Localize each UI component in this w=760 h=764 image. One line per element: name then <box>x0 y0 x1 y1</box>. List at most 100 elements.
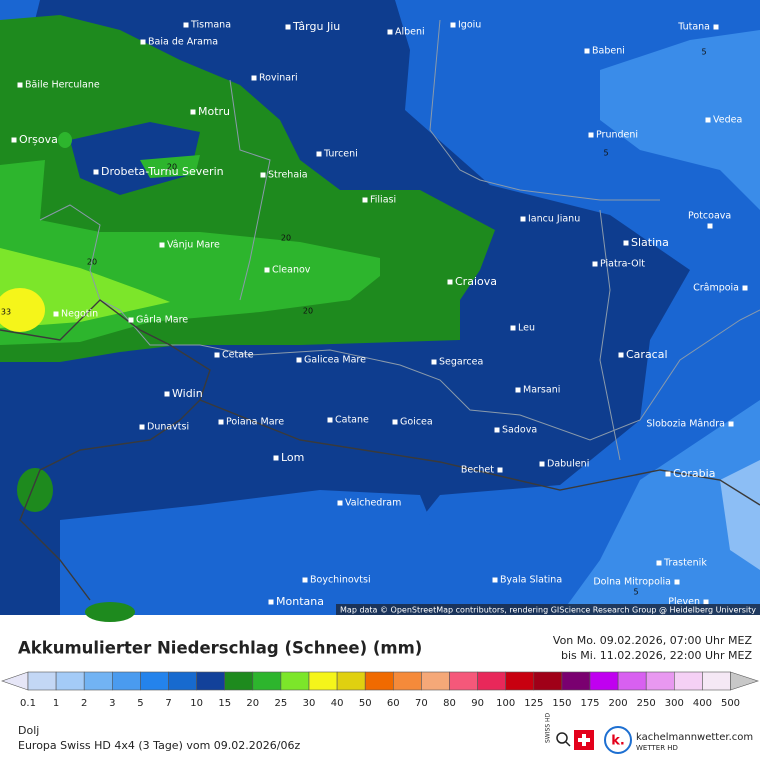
legend-label: 2 <box>81 698 87 709</box>
city-marker <box>11 137 17 143</box>
city-label: Orșova <box>19 133 58 146</box>
contour-label: 20 <box>167 163 177 172</box>
legend-label: 300 <box>665 698 684 709</box>
title: Akkumulierter Niederschlag (Schnee) (mm) <box>18 639 422 658</box>
city-marker <box>450 22 456 28</box>
city-marker <box>190 109 196 115</box>
legend-label: 10 <box>190 698 203 709</box>
city-marker <box>497 467 503 473</box>
city-label: Widin <box>172 387 203 400</box>
city-label: Filiasi <box>370 195 396 206</box>
city-label: Pleven <box>668 597 700 608</box>
city-marker <box>260 172 266 178</box>
city-marker <box>742 285 748 291</box>
city-label: Babeni <box>592 46 625 57</box>
region: Dolj <box>18 724 39 737</box>
city-marker <box>183 22 189 28</box>
city-label: Montana <box>276 595 324 608</box>
city-label: Poiana Mare <box>226 417 284 428</box>
legend-swatch <box>112 671 141 691</box>
city-label: Crâmpoia <box>693 283 739 294</box>
legend-label: 1 <box>53 698 59 709</box>
city-label: Negotin <box>61 309 98 320</box>
city-label: Drobeta-Turnu Severin <box>101 165 224 178</box>
city-marker <box>515 387 521 393</box>
city-label: Craiova <box>455 275 497 288</box>
legend-label: 150 <box>552 698 571 709</box>
city-label: Cetate <box>222 350 254 361</box>
city-marker <box>139 424 145 430</box>
city-marker <box>728 421 734 427</box>
city-marker <box>264 267 270 273</box>
model-info: Europa Swiss HD 4x4 (3 Tage) vom 09.02.2… <box>18 739 300 752</box>
legend-swatch <box>702 671 731 691</box>
city-label: Dunavtsi <box>147 422 189 433</box>
city-label: Caracal <box>626 348 668 361</box>
legend-swatch <box>477 671 507 691</box>
city-marker <box>164 391 170 397</box>
city-marker <box>302 577 308 583</box>
city-label: Tismana <box>190 20 231 31</box>
city-label: Trastenik <box>663 558 707 569</box>
city-marker <box>588 132 594 138</box>
city-marker <box>447 279 453 285</box>
logo: SWISS HD k. kachelmannwetter.com WETTER … <box>545 712 753 754</box>
city-label: Leu <box>518 323 535 334</box>
legend-swatch <box>364 671 394 691</box>
city-marker <box>93 169 99 175</box>
city-marker <box>316 151 322 157</box>
city-label: Goicea <box>400 417 433 428</box>
legend-swatch <box>140 671 169 691</box>
legend-swatch <box>449 671 478 691</box>
city-marker <box>387 29 393 35</box>
legend-swatch <box>280 671 310 691</box>
legend-swatch <box>336 671 366 691</box>
city-marker <box>510 325 516 331</box>
legend-swatch <box>617 671 647 691</box>
legend-label: 400 <box>693 698 712 709</box>
city-label: Galicea Mare <box>304 355 366 366</box>
city-marker <box>623 240 629 246</box>
city-marker <box>494 427 500 433</box>
city-marker <box>218 419 224 425</box>
contour-label: 20 <box>303 307 313 316</box>
city-label: Slatina <box>631 236 669 249</box>
period-to: bis Mi. 11.02.2026, 22:00 Uhr MEZ <box>561 649 752 662</box>
legend-swatch <box>196 671 226 691</box>
city-label: Byala Slatina <box>500 575 562 586</box>
city-label: Târgu Jiu <box>292 20 340 33</box>
legend-label: 30 <box>303 698 316 709</box>
city-marker <box>285 24 291 30</box>
city-label: Baia de Arama <box>148 37 218 48</box>
city-marker <box>251 75 257 81</box>
city-marker <box>492 577 498 583</box>
legend-arrow-left <box>1 671 29 691</box>
period-from: Von Mo. 09.02.2026, 07:00 Uhr MEZ <box>553 634 753 647</box>
map: Tismana Târgu Jiu Albeni Igoiu Tutana Baia de… <box>0 0 760 622</box>
legend-swatch <box>83 671 113 691</box>
legend-label: 200 <box>609 698 628 709</box>
city-label: Tutana <box>677 22 710 33</box>
legend-label: 50 <box>359 698 372 709</box>
legend-swatch <box>533 671 563 691</box>
city-marker <box>296 357 302 363</box>
legend-label: 15 <box>218 698 231 709</box>
swiss-label: SWISS HD <box>545 712 552 743</box>
city-label: Potcoava <box>688 211 731 222</box>
city-marker <box>618 352 624 358</box>
legend-label: 7 <box>165 698 171 709</box>
legend-swatch <box>308 671 338 691</box>
city-marker <box>362 197 368 203</box>
city-label: Rovinari <box>259 73 298 84</box>
contour-label: 5 <box>701 48 706 57</box>
city-label: Dabuleni <box>547 459 589 470</box>
contour-label: 20 <box>281 234 291 243</box>
contour-label: 20 <box>87 258 97 267</box>
city-marker <box>707 223 713 229</box>
city-marker <box>392 419 398 425</box>
city-labels: Tismana Târgu Jiu Albeni Igoiu Tutana Baia de… <box>11 20 748 608</box>
city-marker <box>128 317 134 323</box>
legend-swatch <box>505 671 535 691</box>
legend-swatch <box>673 671 703 691</box>
